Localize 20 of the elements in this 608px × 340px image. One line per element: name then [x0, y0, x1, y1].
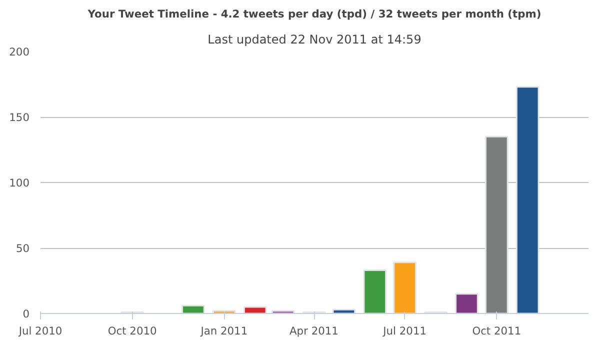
y-tick-label: 100 — [9, 176, 30, 190]
y-tick-label: 150 — [9, 111, 30, 124]
x-tick-label: Oct 2011 — [472, 324, 522, 338]
bar — [484, 136, 508, 314]
bar — [363, 270, 387, 314]
x-tick-label: Apr 2011 — [290, 324, 338, 338]
y-tick-label: 50 — [16, 242, 30, 255]
bar — [455, 293, 478, 314]
x-tick-label: Jul 2010 — [18, 324, 62, 338]
chart-title: Your Tweet Timeline - 4.2 tweets per day (tpd) / 32 tweets per month (tpm) — [86, 8, 542, 20]
y-tick-label: 0 — [22, 308, 30, 320]
bar — [516, 86, 540, 314]
x-tick-label: Oct 2010 — [108, 324, 158, 338]
bar — [243, 306, 267, 314]
bar — [182, 304, 205, 314]
chart-subtitle: Last updated 22 Nov 2011 at 14:59 — [208, 32, 422, 46]
x-tick-label: Jan 2011 — [200, 324, 248, 338]
x-tick-label: Jul 2011 — [382, 324, 427, 338]
y-tick-label: 200 — [9, 46, 30, 58]
bar — [393, 262, 417, 314]
